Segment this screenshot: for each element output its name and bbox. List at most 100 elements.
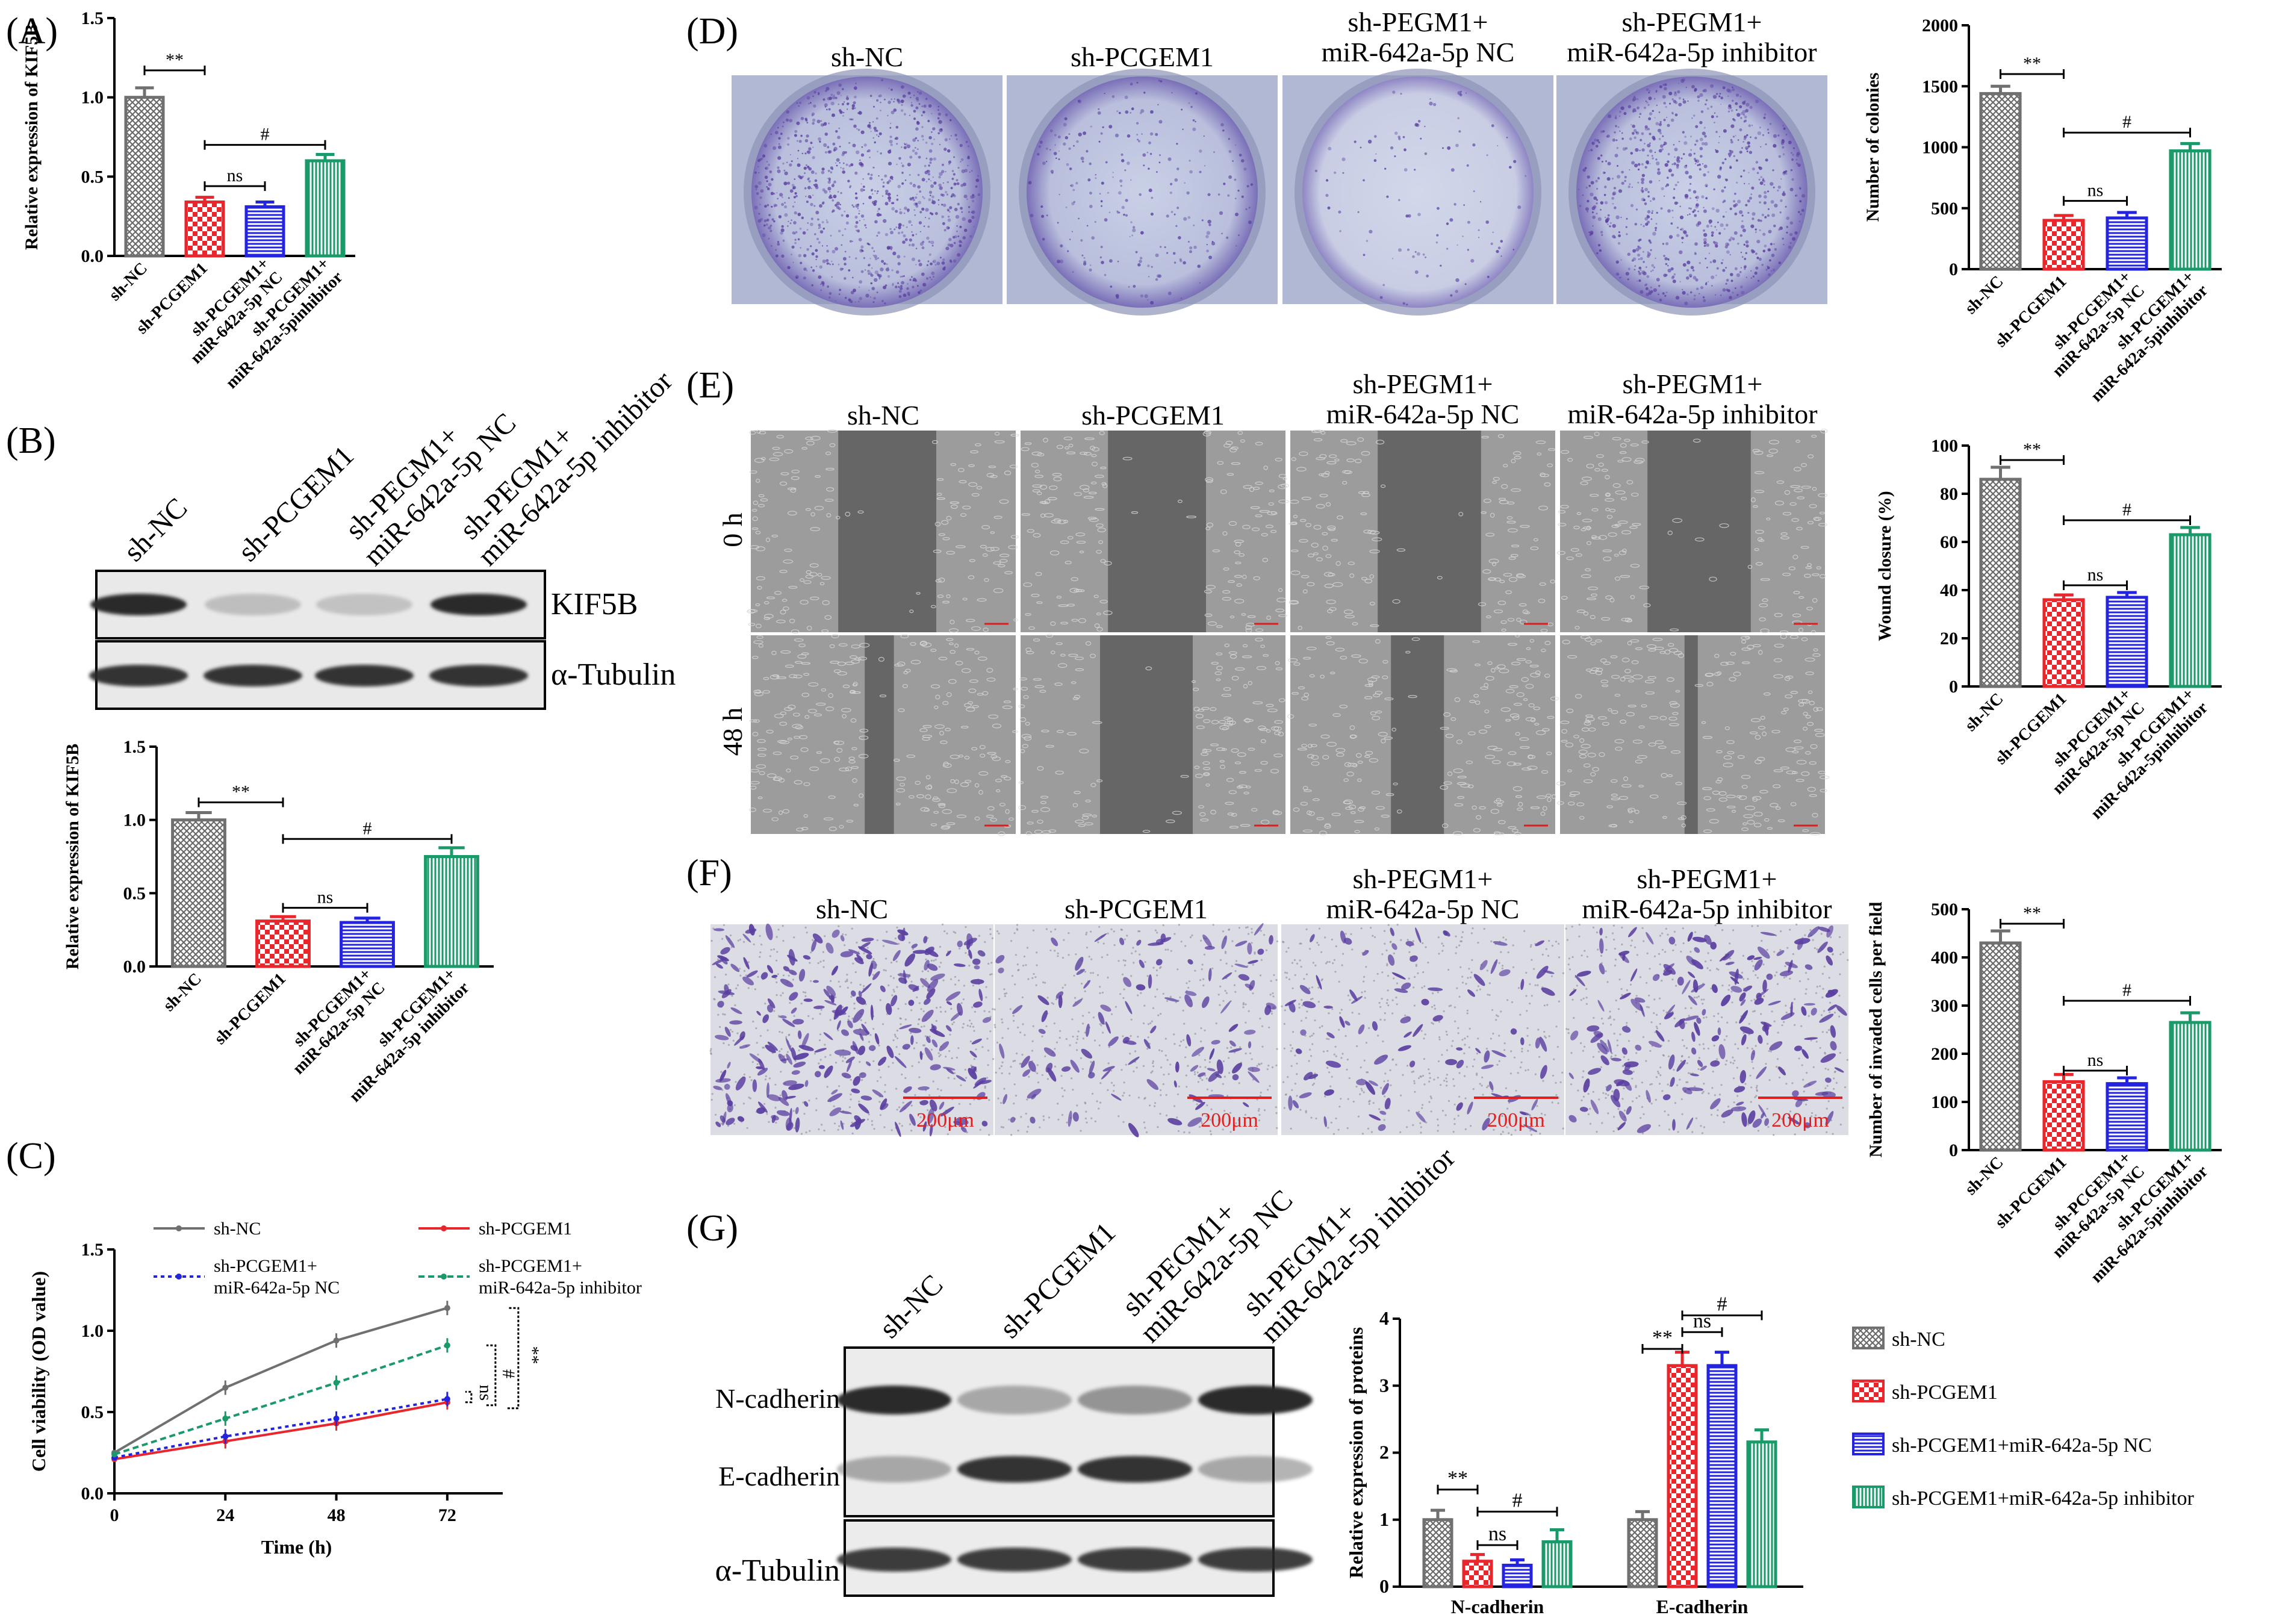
panel-e-row-label-48h: 48 h <box>717 708 748 756</box>
invasion-pore <box>1098 1044 1101 1047</box>
colony-dot <box>759 204 761 205</box>
colony-dot <box>1071 202 1075 205</box>
wound-cell <box>1252 701 1263 705</box>
wound-cell <box>793 712 800 717</box>
invasion-pore <box>716 958 720 960</box>
colony-dot <box>1327 206 1331 210</box>
colony-dot <box>888 199 891 202</box>
colony-dot <box>1646 162 1649 165</box>
colony-dot <box>1769 123 1772 125</box>
colony-dot <box>1694 163 1697 164</box>
invasion-pore <box>973 1058 975 1060</box>
colony-dot <box>1463 204 1465 206</box>
wound-cell <box>1074 694 1081 699</box>
wound-cell <box>1243 485 1252 489</box>
invasion-pore <box>930 1048 933 1051</box>
wound-cell <box>1009 817 1014 821</box>
invasion-pore <box>922 985 924 988</box>
colony-dot <box>817 218 819 221</box>
colony-dot <box>809 222 813 226</box>
colony-dot <box>960 161 962 163</box>
wound-cell <box>756 635 763 639</box>
colony-dot <box>812 156 815 160</box>
colony-dot <box>1648 117 1652 120</box>
colony-dot <box>844 277 847 280</box>
colony-dot <box>1137 263 1141 267</box>
colony-dot <box>828 122 830 125</box>
wound-cell <box>1076 541 1086 544</box>
colony-dot <box>1245 208 1248 210</box>
colony-dot <box>1180 259 1183 263</box>
colony-dot <box>842 167 845 170</box>
invasion-pore <box>1088 1011 1090 1014</box>
colony-dot <box>839 146 841 148</box>
wound-cell <box>845 767 852 771</box>
wound-cell <box>774 591 782 595</box>
wound-cell <box>823 817 834 821</box>
colony-dot <box>1752 212 1756 216</box>
colony-dot <box>928 149 933 153</box>
colony-dot <box>863 257 865 260</box>
wound-cell <box>985 547 995 552</box>
invasion-pore <box>1210 1133 1212 1136</box>
colony-dot <box>1643 261 1645 263</box>
invasion-pore <box>774 1083 777 1086</box>
colony-dot <box>1408 214 1411 218</box>
colony-dot <box>1796 162 1798 165</box>
wound-cell <box>756 764 766 769</box>
colony-dot <box>863 189 865 191</box>
colony-dot <box>874 190 876 192</box>
colony-dot <box>1621 181 1624 185</box>
wound-cell <box>813 713 822 717</box>
colony-dot <box>901 104 903 106</box>
colony-dot <box>1791 178 1794 181</box>
colony-dot <box>1160 80 1163 82</box>
colony-dot <box>764 205 767 208</box>
wound-cell <box>1207 621 1217 626</box>
colony-dot <box>1693 298 1696 300</box>
invasion-pore <box>1152 966 1155 969</box>
colony-dot <box>813 104 816 108</box>
colony-dot <box>1622 147 1626 151</box>
colony-dot <box>1181 108 1183 111</box>
colony-dot <box>1673 273 1676 276</box>
wound-cell <box>758 494 765 497</box>
invasion-pore <box>957 1047 960 1050</box>
wound-cell <box>1079 748 1089 754</box>
colony-dot <box>1748 172 1750 173</box>
invasion-pore <box>730 934 732 936</box>
invasion-pore <box>892 989 895 991</box>
colony-dot <box>917 140 919 142</box>
colony-dot <box>844 263 847 266</box>
wound-cell <box>993 515 1002 519</box>
colony-dot <box>835 162 837 164</box>
colony-dot <box>1678 102 1682 107</box>
colony-dot <box>1617 165 1618 167</box>
colony-dot <box>1710 105 1713 108</box>
colony-dot <box>777 166 780 169</box>
colony-dot <box>1744 135 1747 138</box>
colony-dot <box>1325 193 1329 198</box>
invasion-pore <box>1197 1081 1199 1083</box>
colony-dot <box>1667 176 1669 179</box>
colony-dot <box>1629 137 1632 141</box>
colony-dot <box>1618 231 1620 234</box>
wound-cell <box>1242 524 1251 529</box>
invasion-pore <box>918 1061 920 1063</box>
wound-cell <box>757 796 763 800</box>
colony-dot <box>1703 209 1707 213</box>
invasion-pore <box>733 1104 736 1106</box>
wound-cell <box>1087 517 1097 520</box>
colony-dot <box>893 108 897 112</box>
colony-dot <box>754 185 759 188</box>
colony-dot <box>1640 188 1644 192</box>
colony-dot <box>1729 166 1732 169</box>
colony-dot <box>1640 269 1642 271</box>
invasion-pore <box>812 1018 814 1020</box>
colony-dot <box>1782 153 1785 155</box>
invasion-pore <box>963 985 965 987</box>
colony-dot <box>1041 214 1045 218</box>
colony-dot <box>1060 244 1063 247</box>
colony-dot <box>1091 236 1095 240</box>
